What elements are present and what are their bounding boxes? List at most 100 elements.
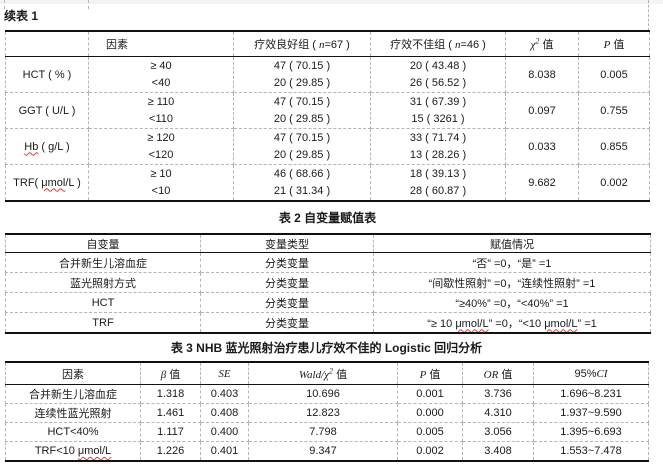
level-value: <10	[151, 184, 171, 197]
p-value-cell: 0.005	[578, 56, 650, 93]
n-symbol: n	[318, 39, 325, 51]
assignment-text: ” =0，“<10	[488, 317, 545, 330]
chi-square-cell: 0.033	[505, 128, 579, 165]
good-value: 47 ( 70.15 )	[273, 95, 331, 108]
or-cell: 4.310	[462, 403, 534, 423]
t3-header-wald: Wald/χ2 值	[248, 361, 398, 385]
table-row: TRF 分类变量 “≥ 10 μmol/L” =0，“<10 μmol/L” =…	[5, 312, 651, 334]
factor-cell: 连续性蓝光照射	[5, 403, 141, 423]
poor-group-count: =46 )	[460, 39, 486, 51]
or-cell: 3.408	[462, 441, 534, 462]
wald-cell: 9.347	[248, 441, 398, 462]
factor-cell: HCT<40%	[5, 422, 141, 442]
table2-title: 表 2 自变量赋值表	[278, 211, 377, 225]
good-value: 47 ( 70.15 )	[273, 131, 331, 144]
poor-value: 26 ( 56.52 )	[409, 76, 467, 89]
or-symbol: OR	[483, 368, 499, 381]
factor-cell: TRF( μmol/L )	[5, 164, 89, 202]
p-value-cell: 0.002	[397, 441, 463, 462]
poor-value: 18 ( 39.13 )	[409, 167, 467, 180]
level-value: <120	[148, 148, 174, 161]
ci-cell: 1.395~6.693	[533, 422, 649, 442]
wald-label: 值	[333, 368, 348, 381]
variable-cell: TRF	[5, 312, 201, 334]
factor-label: /L )	[65, 176, 81, 189]
t2-header-type: 变量类型	[200, 233, 374, 253]
empty-header-cell	[5, 30, 89, 57]
poor-group-cell: 33 ( 71.74 ) 13 ( 28.26 )	[370, 128, 506, 165]
p-value-cell: 0.005	[397, 422, 463, 442]
wald-symbol: Wald/χ	[298, 368, 330, 381]
factor-label: TRF(	[13, 176, 42, 189]
ci-percent: 95%	[574, 367, 597, 380]
se-cell: 0.400	[200, 422, 249, 442]
ci-cell: 1.696~8.231	[533, 384, 649, 404]
level-value: ≥ 40	[150, 59, 172, 72]
chi-superscript: 2	[535, 36, 540, 46]
beta-symbol: β	[160, 368, 167, 381]
table3-header-row: 因素 β 值 SE Wald/χ2 值 P 值 OR 值 95%CI	[5, 361, 649, 385]
se-cell: 0.401	[200, 441, 249, 462]
table-row: 合并新生儿溶血症 1.318 0.403 10.696 0.001 3.736 …	[5, 384, 649, 404]
table-row: TRF<10 μmol/L 1.226 0.401 9.347 0.002 3.…	[5, 441, 649, 462]
factor-label: GGT ( U/L )	[18, 104, 76, 117]
n-symbol: n	[454, 39, 461, 51]
p-label: 值	[426, 368, 441, 381]
poor-group-cell: 18 ( 39.13 ) 28 ( 60.87 )	[370, 164, 506, 202]
good-group-count: =67 )	[324, 39, 350, 51]
p-label: 值	[610, 39, 625, 51]
factor-cell: HCT ( % )	[5, 56, 89, 93]
variable-cell: 合并新生儿溶血症	[5, 252, 201, 273]
assignment-cell: “间歇性照射” =0，“连续性照射” =1	[373, 272, 651, 293]
or-cell: 3.056	[462, 422, 534, 442]
good-value: 20 ( 29.85 )	[273, 112, 331, 125]
poor-value: 20 ( 43.48 )	[409, 59, 467, 72]
table-row-hb: Hb ( g/L ) ≥ 120 <120 47 ( 70.15 ) 20 ( …	[5, 128, 650, 165]
level-cell: ≥ 10 <10	[88, 164, 234, 202]
good-value: 47 ( 70.15 )	[273, 59, 331, 72]
assignment-cell: “≥ 10 μmol/L” =0，“<10 μmol/L” =1	[373, 312, 651, 334]
type-cell: 分类变量	[200, 292, 374, 313]
continued-table-label: 续表 1	[4, 9, 39, 23]
chi-label: 值	[539, 39, 554, 51]
factor-cell: 合并新生儿溶血症	[5, 384, 141, 404]
chi-square-cell: 9.682	[505, 164, 579, 202]
good-value: 20 ( 29.85 )	[273, 76, 331, 89]
t1-header-p-value: P 值	[578, 30, 650, 57]
beta-cell: 1.318	[140, 384, 201, 404]
se-cell: 0.408	[200, 403, 249, 423]
factor-cell: GGT ( U/L )	[5, 92, 89, 129]
p-value-cell: 0.001	[397, 384, 463, 404]
assignment-misspelled: μmol/L	[455, 317, 489, 330]
good-value: 46 ( 68.66 )	[273, 167, 331, 180]
good-group-cell: 46 ( 68.66 ) 21 ( 31.34 )	[233, 164, 371, 202]
level-value: ≥ 120	[147, 131, 175, 144]
se-symbol: SE	[218, 367, 231, 380]
good-value: 21 ( 31.34 )	[273, 184, 331, 197]
poor-value: 33 ( 71.74 )	[409, 131, 467, 144]
level-value: ≥ 10	[150, 167, 172, 180]
beta-cell: 1.226	[140, 441, 201, 462]
assignment-text: “≥ 10	[427, 317, 456, 330]
t1-header-chi-square: χ2 值	[505, 30, 579, 57]
t3-header-factor: 因素	[5, 361, 141, 385]
level-value: <40	[151, 76, 171, 89]
gridline-stub	[4, 0, 5, 9]
table3-title: 表 3 NHB 蓝光照射治疗患儿疗效不佳的 Logistic 回归分析	[170, 341, 483, 355]
wald-cell: 10.696	[248, 384, 398, 404]
factor-label-misspelled: μmol	[41, 176, 66, 189]
good-group-text: 疗效良好组 (	[254, 39, 319, 51]
table3-logistic: 因素 β 值 SE Wald/χ2 值 P 值 OR 值 95%CI 合并新生儿…	[5, 361, 649, 462]
t3-header-or: OR 值	[462, 361, 534, 385]
t3-header-p: P 值	[397, 361, 463, 385]
chi-superscript: 2	[329, 365, 334, 375]
chi-symbol: χ	[530, 39, 536, 51]
poor-group-text: 疗效不佳组 (	[390, 39, 455, 51]
p-value-cell: 0.002	[578, 164, 650, 202]
table-row-trf: TRF( μmol/L ) ≥ 10 <10 46 ( 68.66 ) 21 (…	[5, 164, 650, 202]
poor-value: 15 ( 3261 )	[411, 112, 465, 125]
level-value: <110	[149, 112, 173, 125]
assignment-text: ” =1	[577, 317, 597, 330]
level-cell: ≥ 40 <40	[88, 56, 234, 93]
variable-cell: 蓝光照射方式	[5, 272, 201, 293]
